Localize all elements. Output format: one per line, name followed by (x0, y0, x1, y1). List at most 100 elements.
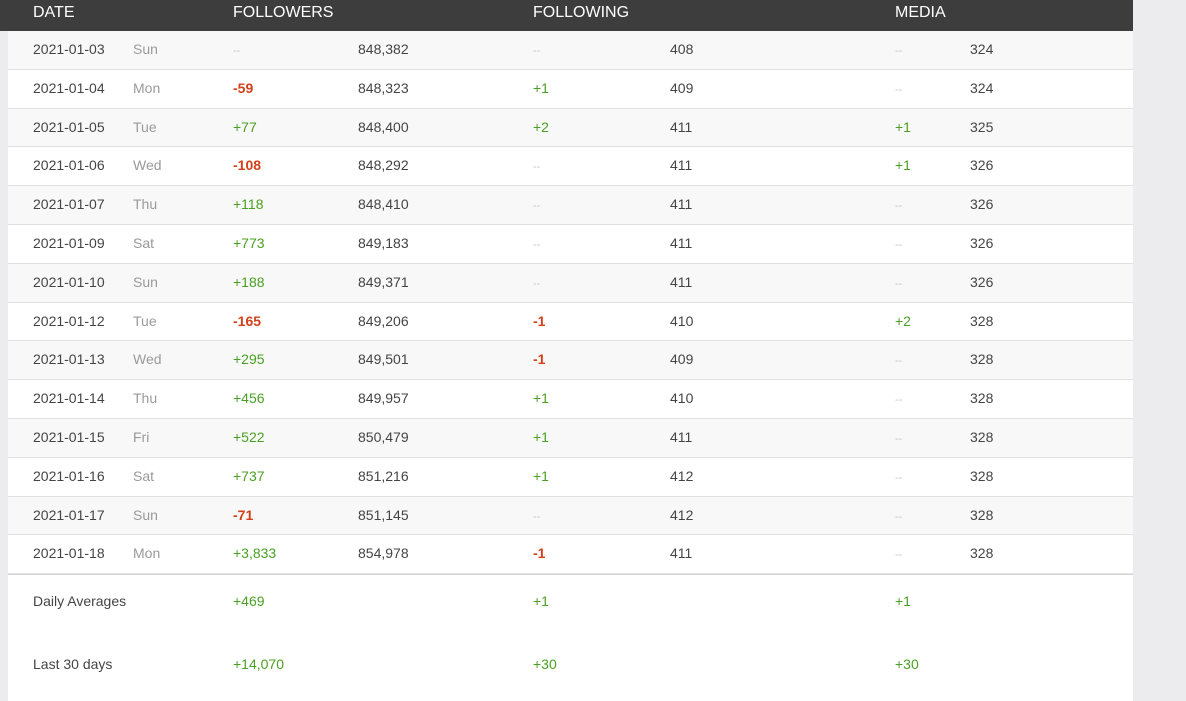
summary-media: +30 (895, 656, 919, 672)
summary-label: Last 30 days (33, 656, 113, 672)
row-followers-change: -165 (233, 312, 262, 329)
row-date: 2021-01-14 (33, 390, 105, 407)
row-media-change: -- (895, 394, 903, 407)
row-following-change: -1 (533, 545, 546, 562)
row-followers-change: +773 (233, 235, 265, 251)
table-row: 2021-01-05 Tue +77 848,400 +2 411 +1 325 (8, 108, 1133, 148)
table-row: 2021-01-13 Wed +295 849,501 -1 409 -- 328 (8, 341, 1133, 381)
row-date: 2021-01-13 (33, 351, 105, 368)
row-media-total: 324 (970, 79, 994, 96)
row-media-total: 328 (970, 429, 994, 445)
row-date: 2021-01-06 (33, 157, 105, 174)
row-followers-change: +77 (233, 118, 257, 135)
row-media-total: 326 (970, 273, 994, 290)
row-followers-total: 848,292 (358, 157, 409, 174)
row-day-of-week: Wed (133, 351, 162, 368)
summary-label: Daily Averages (33, 593, 127, 609)
row-followers-total: 849,206 (358, 312, 409, 329)
row-followers-change: +737 (233, 467, 265, 484)
row-following-change: +1 (533, 429, 549, 445)
row-followers-total: 848,382 (358, 41, 409, 57)
row-media-total: 328 (970, 351, 994, 368)
row-media-change: -- (895, 45, 903, 57)
row-following-change: +1 (533, 467, 549, 484)
table-row: 2021-01-16 Sat +737 851,216 +1 412 -- 328 (8, 457, 1133, 497)
row-following-total: 411 (670, 196, 693, 213)
table-row: 2021-01-15 Fri +522 850,479 +1 411 -- 328 (8, 419, 1133, 458)
row-followers-change: +3,833 (233, 545, 277, 562)
row-date: 2021-01-04 (33, 79, 105, 96)
row-followers-total: 849,183 (358, 235, 409, 251)
stats-panel: DATE FOLLOWERS FOLLOWING MEDIA 2021-01-0… (0, 0, 1133, 701)
row-media-change: +1 (895, 118, 911, 135)
row-media-total: 328 (970, 312, 994, 329)
row-followers-change: +456 (233, 390, 265, 407)
row-followers-total: 849,371 (358, 273, 409, 290)
row-day-of-week: Mon (133, 79, 161, 96)
row-following-total: 412 (670, 506, 694, 523)
row-following-total: 410 (670, 390, 694, 407)
row-followers-total: 848,400 (358, 118, 409, 135)
row-following-change: +1 (533, 79, 549, 96)
row-media-total: 325 (970, 118, 994, 135)
header-date: DATE (33, 4, 75, 21)
row-date: 2021-01-10 (33, 273, 105, 290)
row-media-total: 328 (970, 390, 994, 407)
row-following-total: 410 (670, 312, 694, 329)
row-media-change: -- (895, 471, 903, 484)
header-following: FOLLOWING (533, 4, 630, 21)
table-row: 2021-01-12 Tue -165 849,206 -1 410 +2 328 (8, 302, 1133, 342)
row-date: 2021-01-12 (33, 312, 105, 329)
row-following-change: +2 (533, 118, 549, 135)
row-following-total: 411 (670, 429, 693, 445)
summary-followers: +14,070 (233, 656, 284, 672)
row-day-of-week: Tue (133, 312, 157, 329)
row-followers-change: +118 (233, 196, 264, 213)
row-following-total: 411 (670, 235, 693, 251)
row-followers-change: -59 (233, 79, 254, 96)
header-media: MEDIA (895, 4, 946, 21)
table-row: 2021-01-06 Wed -108 848,292 -- 411 +1 326 (8, 147, 1133, 187)
row-media-change: -- (895, 510, 903, 523)
row-media-change: -- (895, 277, 903, 290)
row-media-change: -- (895, 549, 903, 562)
table-row: 2021-01-10 Sun +188 849,371 -- 411 -- 326 (8, 263, 1133, 303)
row-day-of-week: Fri (133, 429, 150, 445)
row-followers-total: 848,410 (358, 196, 409, 213)
row-date: 2021-01-05 (33, 118, 105, 135)
row-media-change: +2 (895, 312, 911, 329)
row-following-change: +1 (533, 390, 549, 407)
row-day-of-week: Sat (133, 467, 155, 484)
row-date: 2021-01-03 (33, 41, 105, 57)
summary-followers: +469 (233, 593, 265, 609)
row-following-change: -- (533, 277, 541, 290)
table-row: 2021-01-03 Sun -- 848,382 -- 408 -- 324 (8, 31, 1133, 70)
row-date: 2021-01-07 (33, 196, 105, 213)
row-following-change: -- (533, 45, 541, 57)
row-date: 2021-01-09 (33, 235, 105, 251)
summary-following: +30 (533, 656, 557, 672)
row-following-change: -1 (533, 351, 546, 368)
row-following-total: 411 (670, 545, 693, 562)
row-day-of-week: Sun (133, 506, 158, 523)
table-row: 2021-01-04 Mon -59 848,323 +1 409 -- 324 (8, 69, 1133, 109)
row-media-total: 324 (970, 41, 994, 57)
summary-following: +1 (533, 593, 549, 609)
row-day-of-week: Thu (133, 196, 158, 213)
row-followers-change: -- (233, 45, 241, 57)
table-row: 2021-01-07 Thu +118 848,410 -- 411 -- 326 (8, 186, 1133, 225)
row-following-total: 411 (670, 273, 693, 290)
summary-media: +1 (895, 593, 911, 609)
row-day-of-week: Tue (133, 118, 157, 135)
summary-row-last-30-days: Last 30 days +14,070 +30 +30 (8, 638, 1133, 701)
row-media-total: 326 (970, 235, 994, 251)
row-followers-total: 848,323 (358, 79, 409, 96)
row-media-change: -- (895, 200, 903, 213)
row-followers-change: +295 (233, 351, 265, 368)
row-media-change: -- (895, 83, 903, 96)
row-day-of-week: Sat (133, 235, 155, 251)
row-following-total: 409 (670, 351, 694, 368)
table-header: DATE FOLLOWERS FOLLOWING MEDIA (0, 0, 1133, 31)
row-following-change: -1 (533, 312, 546, 329)
row-followers-total: 849,957 (358, 390, 409, 407)
